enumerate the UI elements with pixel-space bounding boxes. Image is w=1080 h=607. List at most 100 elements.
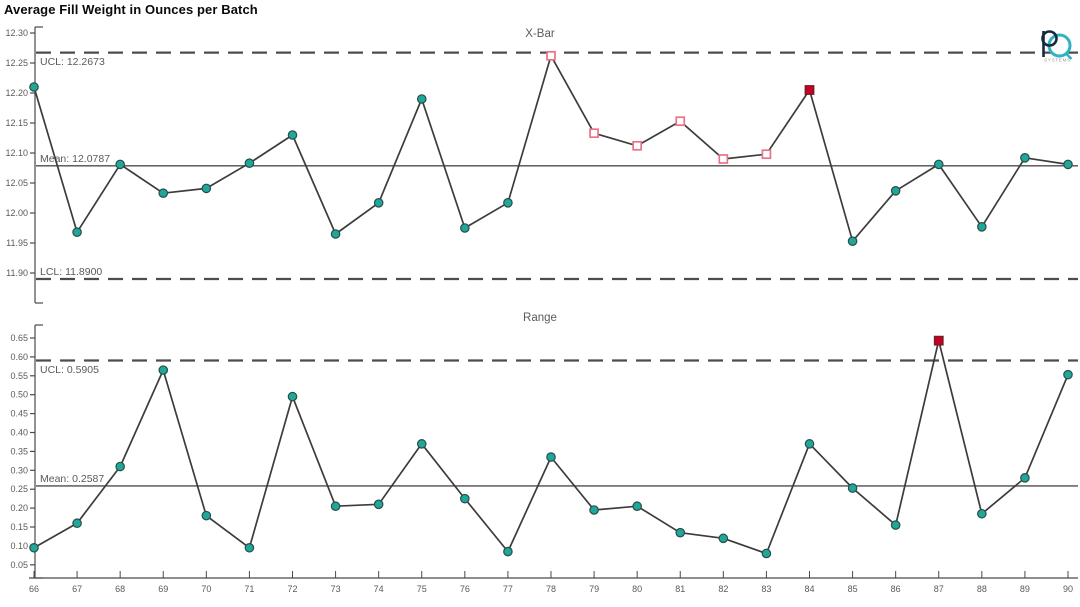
xbar-point-66[interactable] xyxy=(29,82,39,92)
xbar-point-89[interactable] xyxy=(1020,153,1030,163)
range-chart-title: Range xyxy=(523,312,557,324)
xbar-point-83[interactable] xyxy=(761,149,772,160)
range-point-70[interactable] xyxy=(201,510,212,521)
xbar-y-tick-label: 12.00 xyxy=(5,208,28,218)
x-tick-label: 71 xyxy=(244,584,254,594)
xbar-point-74[interactable] xyxy=(373,198,384,208)
x-tick-label: 68 xyxy=(115,584,125,594)
range-y-tick-label: 0.55 xyxy=(10,371,28,381)
x-tick-label: 82 xyxy=(718,584,728,594)
xbar-point-82[interactable] xyxy=(718,154,729,164)
xbar-point-68[interactable] xyxy=(115,159,125,170)
range-point-83[interactable] xyxy=(761,548,772,559)
xbar-point-71[interactable] xyxy=(244,158,255,168)
x-tick-label: 78 xyxy=(546,584,556,594)
xbar-point-84[interactable] xyxy=(804,85,815,95)
xbar-y-tick-label: 12.10 xyxy=(5,148,28,158)
range-point-85[interactable] xyxy=(847,483,858,493)
range-point-80[interactable] xyxy=(632,501,642,512)
range-y-tick-label: 0.50 xyxy=(10,390,28,400)
x-tick-label: 79 xyxy=(589,584,599,594)
xbar-point-90[interactable] xyxy=(1063,159,1073,170)
x-tick-label: 83 xyxy=(761,584,771,594)
xbar-point-86[interactable] xyxy=(890,186,901,196)
range-point-84[interactable] xyxy=(804,439,815,449)
x-tick-label: 75 xyxy=(417,584,427,594)
xbar-point-78[interactable] xyxy=(546,50,556,61)
xbar-y-tick-label: 11.95 xyxy=(6,238,28,248)
range-y-tick-label: 0.30 xyxy=(10,465,28,475)
range-point-71[interactable] xyxy=(244,542,255,553)
xbar-y-tick-label: 12.30 xyxy=(5,28,28,38)
range-y-tick-label: 0.60 xyxy=(10,352,28,362)
range-point-87[interactable] xyxy=(933,335,944,346)
x-tick-label: 90 xyxy=(1063,584,1073,594)
xbar-point-73[interactable] xyxy=(330,229,341,239)
range-mean-label: Mean: 0.2587 xyxy=(40,473,104,485)
x-tick-label: 84 xyxy=(804,584,814,594)
range-point-68[interactable] xyxy=(115,461,125,472)
xbar-point-80[interactable] xyxy=(632,140,643,151)
range-point-69[interactable] xyxy=(158,365,169,375)
x-tick-label: 70 xyxy=(201,584,211,594)
x-tick-label: 85 xyxy=(848,584,858,594)
xbar-point-67[interactable] xyxy=(72,227,82,237)
xbar-point-88[interactable] xyxy=(977,222,987,232)
xbar-mean-label: Mean: 12.0787 xyxy=(40,153,110,165)
xbar-lcl-label: LCL: 11.8900 xyxy=(40,266,102,278)
pq-logo-q-tail xyxy=(1065,52,1073,60)
range-point-73[interactable] xyxy=(330,501,341,512)
range-point-77[interactable] xyxy=(503,546,513,557)
range-y-tick-label: 0.40 xyxy=(10,428,28,438)
xbar-chart-title: X-Bar xyxy=(525,28,555,40)
page-title: Average Fill Weight in Ounces per Batch xyxy=(4,2,258,17)
pq-logo-p-bowl xyxy=(1041,30,1058,47)
range-point-72[interactable] xyxy=(287,391,298,402)
range-point-86[interactable] xyxy=(890,520,901,530)
x-tick-label: 81 xyxy=(675,584,685,594)
range-y-tick-label: 0.20 xyxy=(10,503,28,513)
xbar-point-81[interactable] xyxy=(675,116,686,127)
range-ucl-label: UCL: 0.5905 xyxy=(40,364,99,376)
range-point-81[interactable] xyxy=(675,527,686,538)
range-point-78[interactable] xyxy=(546,452,556,462)
xbar-point-72[interactable] xyxy=(287,130,298,140)
xbar-point-69[interactable] xyxy=(158,188,169,198)
xbar-point-70[interactable] xyxy=(201,183,212,194)
pq-systems-logo: SYSTEMS xyxy=(1041,30,1073,63)
range-point-88[interactable] xyxy=(977,508,987,519)
xbar-point-85[interactable] xyxy=(847,236,858,246)
x-tick-label: 74 xyxy=(374,584,384,594)
x-tick-label: 80 xyxy=(632,584,642,594)
x-tick-label: 86 xyxy=(891,584,901,594)
x-tick-label: 77 xyxy=(503,584,513,594)
range-series-line xyxy=(33,339,1069,555)
range-point-76[interactable] xyxy=(460,493,470,504)
xbar-series-line xyxy=(33,54,1069,243)
xbar-point-75[interactable] xyxy=(416,94,427,104)
x-tick-label: 67 xyxy=(72,584,82,594)
xbar-y-tick-label: 12.05 xyxy=(5,178,28,188)
range-point-74[interactable] xyxy=(373,499,384,510)
xbar-point-79[interactable] xyxy=(589,128,599,139)
range-point-67[interactable] xyxy=(72,518,82,529)
range-point-79[interactable] xyxy=(589,505,599,515)
xbar-y-tick-label: 12.25 xyxy=(5,58,28,68)
x-tick-label: 69 xyxy=(158,584,168,594)
xbar-ucl-label: UCL: 12.2673 xyxy=(40,56,105,68)
xbar-point-87[interactable] xyxy=(933,159,944,170)
range-y-tick-label: 0.45 xyxy=(10,409,28,419)
range-y-tick-label: 0.35 xyxy=(10,446,28,456)
range-point-66[interactable] xyxy=(29,542,39,553)
xbar-point-77[interactable] xyxy=(503,198,513,208)
xbar-y-tick-label: 12.15 xyxy=(5,118,28,128)
xbar-point-76[interactable] xyxy=(460,223,470,233)
xbar-y-tick-label: 11.90 xyxy=(6,268,28,278)
range-point-89[interactable] xyxy=(1020,473,1030,483)
range-y-tick-label: 0.15 xyxy=(10,522,28,532)
x-tick-label: 88 xyxy=(977,584,987,594)
range-point-82[interactable] xyxy=(718,533,729,544)
range-point-90[interactable] xyxy=(1063,369,1073,380)
range-point-75[interactable] xyxy=(416,439,427,449)
